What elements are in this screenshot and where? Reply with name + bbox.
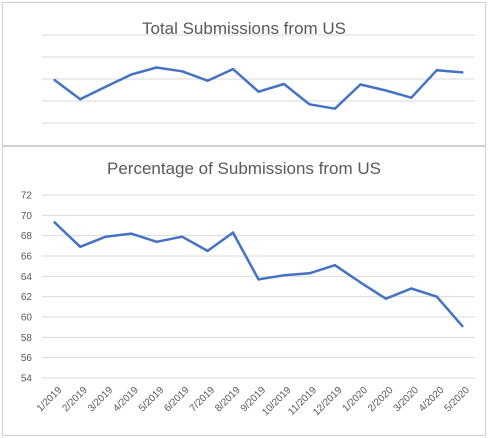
x-tick-label: 8/2019 [213, 385, 243, 415]
x-tick-label: 12/2019 [311, 385, 345, 419]
y-tick-label: 64 [21, 272, 33, 283]
data-point [461, 324, 464, 328]
y-tick-label: 56 [21, 353, 33, 364]
data-point [333, 107, 337, 110]
percentage-submissions-plot: 545658606264666870721/20192/20193/20194/… [21, 191, 475, 419]
data-point [282, 82, 286, 86]
x-tick-label: 1/2020 [341, 385, 371, 415]
data-point [410, 96, 413, 99]
percentage-submissions-title: Percentage of Submissions from US [106, 159, 381, 178]
data-point [359, 281, 362, 284]
series-line [53, 66, 464, 110]
data-point [435, 69, 438, 72]
data-point [79, 245, 82, 249]
series-line [53, 221, 464, 328]
data-point [410, 287, 413, 290]
x-tick-label: 4/2020 [417, 385, 447, 415]
data-point [53, 221, 56, 224]
data-point [129, 73, 133, 76]
x-tick-label: 2/2020 [366, 385, 396, 415]
x-tick-label: 5/2020 [443, 385, 473, 415]
x-tick-label: 3/2020 [392, 385, 422, 415]
data-point [104, 235, 107, 238]
x-tick-label: 1/2019 [35, 385, 65, 415]
total-submissions-chart: Total Submissions from US [2, 2, 486, 146]
y-tick-label: 58 [21, 333, 33, 344]
x-tick-label: 7/2019 [188, 385, 218, 415]
data-point [257, 90, 260, 93]
y-tick-label: 60 [21, 313, 33, 324]
total-submissions-title: Total Submissions from US [141, 19, 347, 38]
data-point [308, 272, 311, 275]
y-tick-label: 70 [21, 211, 33, 222]
data-point [180, 70, 184, 73]
data-point [384, 297, 388, 300]
data-point [384, 89, 388, 92]
data-point [308, 103, 311, 106]
data-point [155, 66, 158, 69]
x-tick-label: 3/2019 [86, 385, 116, 415]
y-tick-label: 72 [21, 191, 33, 202]
data-point [435, 295, 438, 298]
data-point [333, 263, 337, 267]
data-point [180, 235, 184, 238]
data-point [282, 274, 286, 277]
y-tick-label: 54 [21, 374, 33, 385]
x-tick-label: 4/2019 [111, 385, 141, 415]
x-tick-label: 2/2019 [60, 385, 90, 415]
data-point [231, 231, 235, 234]
percentage-submissions-chart: Percentage of Submissions from US 54 56 58… [2, 146, 486, 436]
y-tick-label: 62 [21, 292, 33, 303]
data-point [104, 85, 107, 88]
data-point [155, 240, 158, 243]
data-point [129, 232, 133, 235]
data-point [206, 249, 209, 253]
x-tick-label: 6/2019 [162, 385, 192, 415]
data-point [461, 71, 464, 74]
y-tick-label: 66 [21, 252, 33, 263]
data-point [257, 278, 260, 281]
data-point [53, 78, 56, 82]
total-submissions-plot [42, 34, 475, 124]
data-point [206, 79, 209, 82]
data-point [79, 98, 82, 101]
data-point [231, 67, 235, 71]
y-tick-label: 68 [21, 231, 33, 242]
x-tick-label: 5/2019 [137, 385, 167, 415]
data-point [359, 83, 362, 86]
